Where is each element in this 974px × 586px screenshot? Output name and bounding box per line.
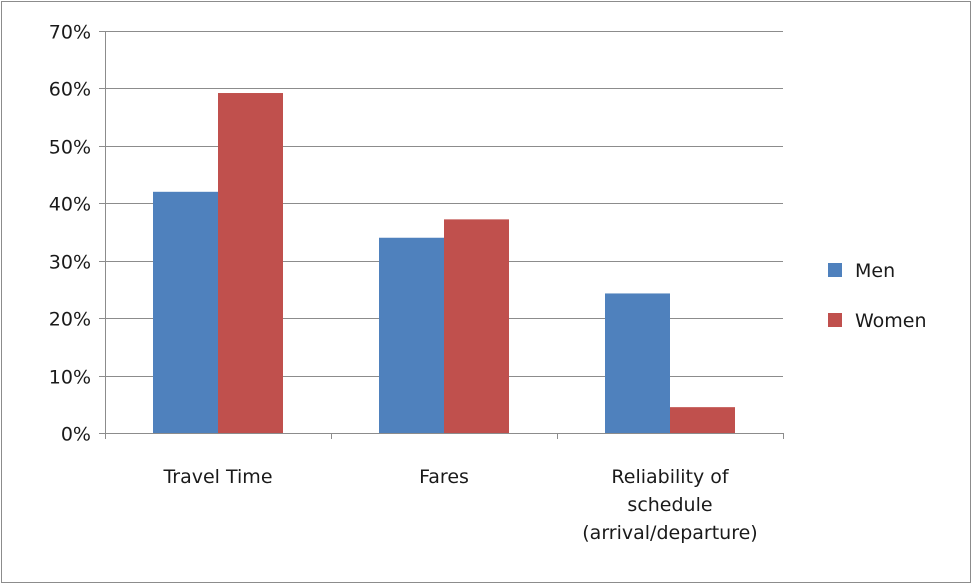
y-tick-label: 40% [49,194,91,216]
x-category-label: (arrival/departure) [582,522,757,544]
x-category-label: Fares [419,466,469,488]
y-tick-label: 10% [49,367,91,389]
legend: Men Women [828,260,927,332]
legend-swatch-women [828,313,842,327]
x-category-label: schedule [627,494,712,516]
bar-men [153,191,218,433]
bar-women [444,219,509,433]
axes [99,31,784,439]
legend-label-women: Women [855,310,927,332]
bars [153,93,735,433]
x-category-label: Reliability of [611,466,729,488]
bar-men [379,237,444,433]
bar-women [218,93,283,433]
legend-label-men: Men [855,260,895,282]
bar-men [605,293,670,433]
y-tick-label: 30% [49,252,91,274]
y-tick-label: 20% [49,309,91,331]
x-category-label: Travel Time [162,466,272,488]
tick-labels: 0% 10% 20% 30% 40% 50% 60% 70% Travel Time Fares R… [49,22,758,545]
y-tick-label: 70% [49,22,91,44]
legend-swatch-men [828,263,842,277]
y-tick-label: 50% [49,137,91,159]
y-tick-label: 0% [61,424,91,446]
bar-women [670,407,735,433]
y-tick-label: 60% [49,79,91,101]
